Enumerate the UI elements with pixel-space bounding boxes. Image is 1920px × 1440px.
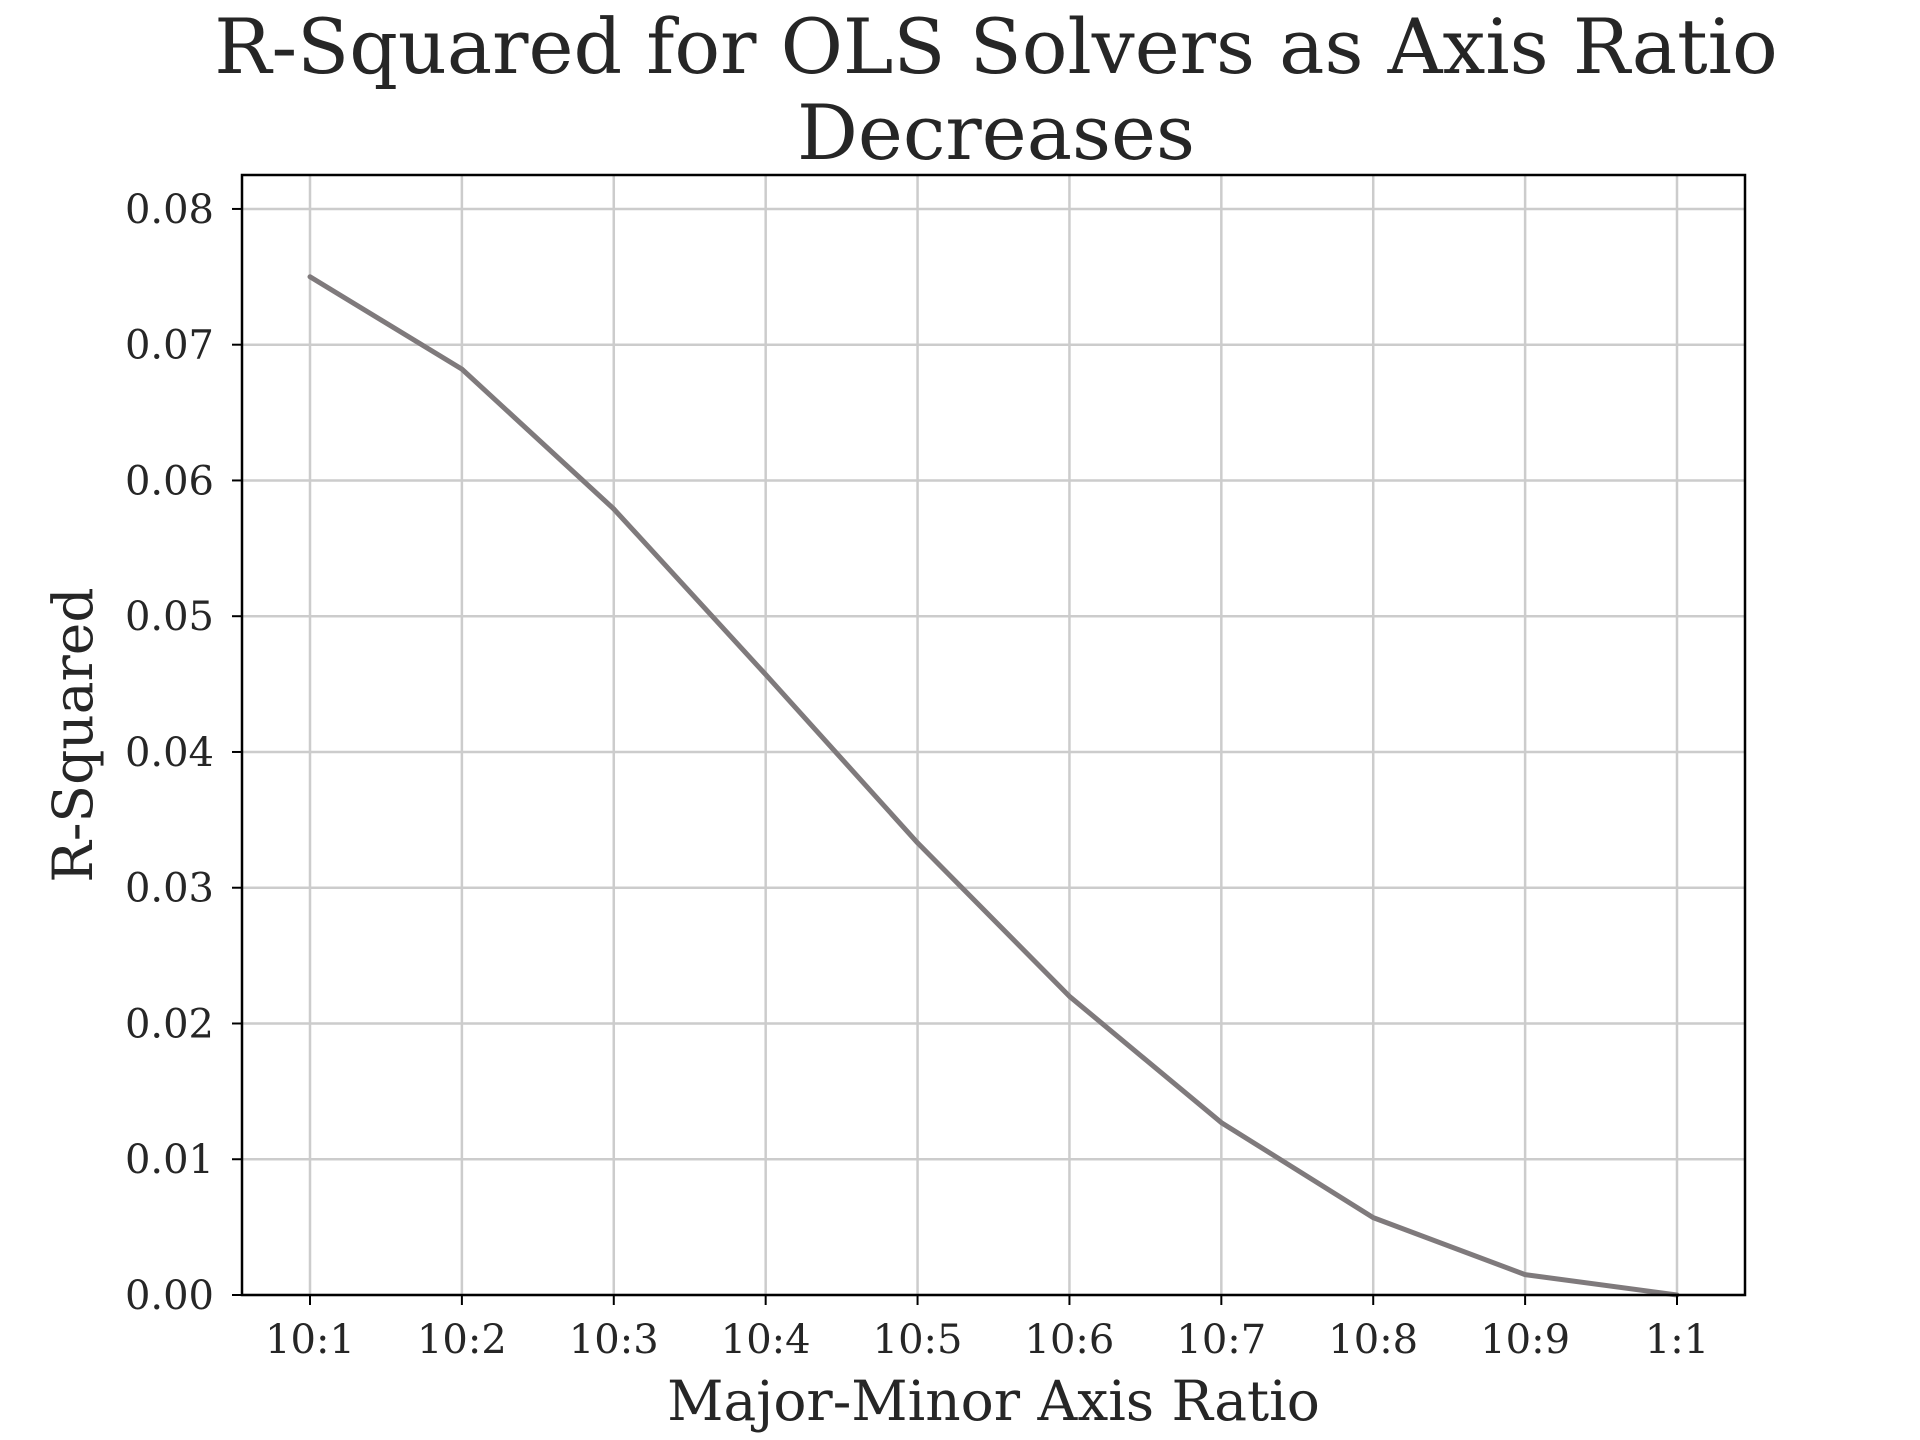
data-point — [765, 674, 767, 676]
y-tick-label: 0.00 — [125, 1273, 214, 1319]
y-tick-label: 0.03 — [125, 866, 214, 912]
y-tick-label: 0.04 — [125, 730, 214, 776]
chart-title-line-1: R-Squared for OLS Solvers as Axis Ratio — [214, 2, 1778, 91]
grid-lines — [242, 175, 1745, 1297]
data-point — [461, 368, 463, 370]
axes — [232, 173, 1747, 1305]
x-tick-label: 10:6 — [1025, 1317, 1115, 1363]
y-tick-label: 0.07 — [125, 323, 214, 369]
x-tick-label: 10:9 — [1480, 1317, 1570, 1363]
x-tick-label: 1:1 — [1645, 1317, 1709, 1363]
x-tick-label: 10:7 — [1176, 1317, 1266, 1363]
series-layer — [307, 274, 1680, 1298]
y-tick-label: 0.05 — [125, 594, 214, 640]
series-line — [307, 274, 1680, 1298]
data-point — [1220, 1122, 1222, 1124]
x-tick-label: 10:1 — [265, 1317, 355, 1363]
data-point — [309, 276, 311, 278]
data-point — [1524, 1274, 1526, 1276]
y-tick-label: 0.02 — [125, 1001, 214, 1047]
x-tick-label: 10:5 — [873, 1317, 963, 1363]
data-point — [1372, 1217, 1374, 1219]
x-tick-label: 10:2 — [417, 1317, 507, 1363]
data-point — [917, 842, 919, 844]
data-point — [613, 508, 615, 510]
x-tick-label: 10:3 — [569, 1317, 659, 1363]
x-axis-label: Major-Minor Axis Ratio — [667, 1369, 1320, 1433]
y-tick-label: 0.08 — [125, 187, 214, 233]
chart-title: R-Squared for OLS Solvers as Axis Ratio … — [0, 4, 1920, 176]
x-tick-label: 10:4 — [721, 1317, 811, 1363]
chart-title-line-2: Decreases — [796, 88, 1196, 177]
tick-labels: 10:1 10:2 10:3 10:4 10:5 10:6 10:7 10:8 10:9 1:1 0… — [125, 187, 1709, 1363]
x-tick-label: 10:8 — [1328, 1317, 1418, 1363]
y-axis-label: R-Squared — [41, 587, 105, 882]
data-point — [1068, 995, 1070, 997]
y-tick-label: 0.01 — [125, 1137, 214, 1183]
plot-frame — [240, 173, 1747, 1297]
y-tick-label: 0.06 — [125, 458, 214, 504]
